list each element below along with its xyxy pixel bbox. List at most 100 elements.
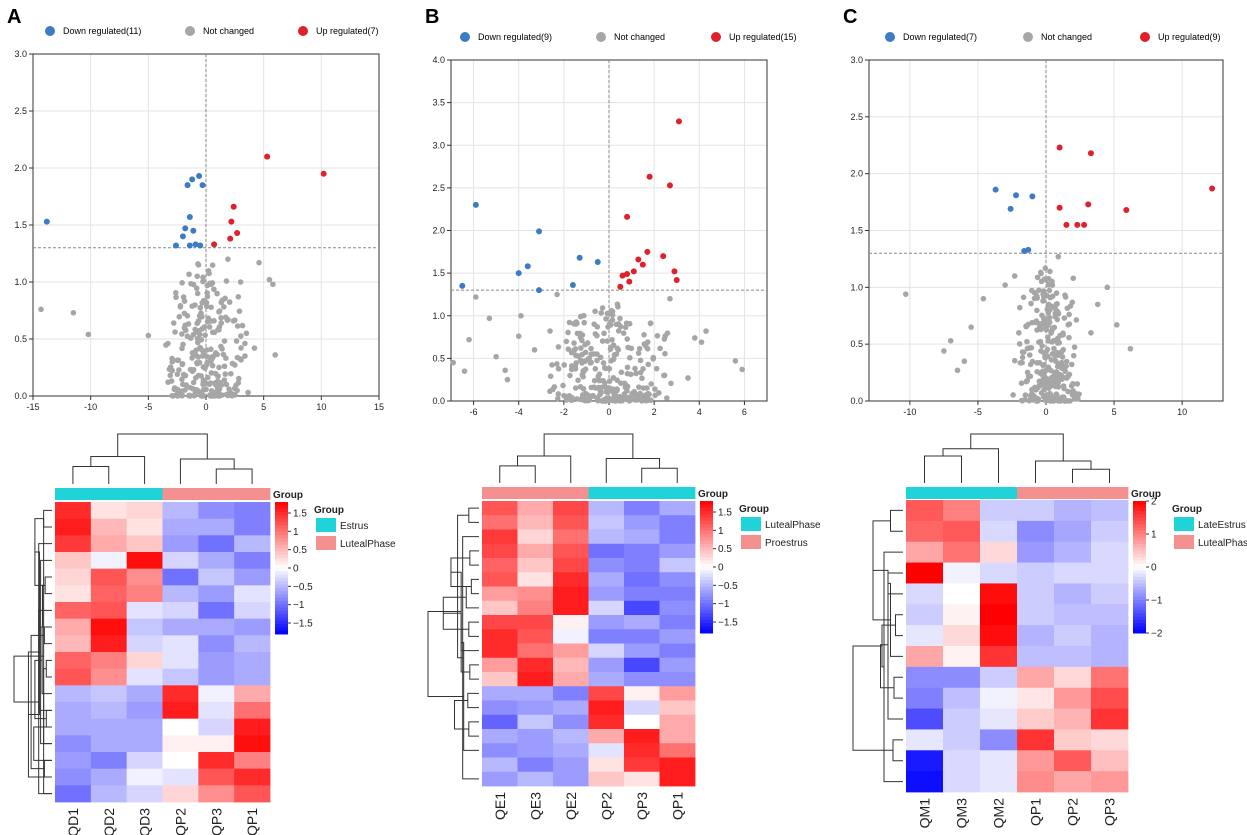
point-not-changed xyxy=(554,395,561,402)
point-not-changed xyxy=(657,345,663,352)
point-not-changed xyxy=(194,273,201,280)
heatmap-cell xyxy=(90,718,128,736)
point-not-changed xyxy=(1051,324,1058,331)
point-not-changed xyxy=(1073,390,1080,397)
heatmap-cell xyxy=(1017,708,1055,730)
point-up-regulated xyxy=(635,256,642,263)
heatmap-cell xyxy=(553,771,589,787)
point-not-changed xyxy=(1037,323,1043,330)
point-not-changed xyxy=(601,330,607,337)
heatmap-cell xyxy=(659,558,696,573)
point-not-changed xyxy=(181,310,188,317)
heatmap-cell xyxy=(55,602,92,620)
heatmap-cell xyxy=(624,572,660,587)
heatmap-cell xyxy=(1054,666,1092,689)
point-not-changed xyxy=(637,369,644,376)
point-not-changed xyxy=(653,365,660,372)
color-scale-step xyxy=(1133,606,1146,611)
heatmap-cell xyxy=(90,702,128,720)
point-not-changed xyxy=(1040,368,1046,375)
group-legend-title: Group xyxy=(314,505,344,516)
column-label: QE3 xyxy=(527,792,543,820)
heatmap-cell xyxy=(517,686,554,701)
point-not-changed xyxy=(466,336,472,343)
point-not-changed xyxy=(572,385,579,391)
point-not-changed xyxy=(190,281,197,288)
heatmap-cell xyxy=(1091,520,1129,543)
heatmap-cell xyxy=(162,518,199,536)
point-not-changed xyxy=(561,392,567,399)
heatmap-cell xyxy=(1091,708,1129,730)
heatmap-cell xyxy=(234,768,271,786)
point-not-changed xyxy=(223,381,230,388)
point-not-changed xyxy=(902,291,909,297)
color-scale-step xyxy=(275,630,288,635)
color-scale-step xyxy=(700,623,713,627)
color-scale-step xyxy=(1133,560,1146,565)
point-down-regulated xyxy=(536,287,543,294)
y-tick-label: 2.5 xyxy=(850,112,863,122)
point-not-changed xyxy=(691,335,698,341)
color-scale-step xyxy=(700,613,713,617)
heatmap-cell xyxy=(1054,625,1092,647)
color-scale-step xyxy=(275,601,288,605)
point-not-changed xyxy=(189,350,196,356)
point-not-changed xyxy=(547,328,553,334)
point-not-changed xyxy=(580,397,587,403)
point-not-changed xyxy=(239,322,246,329)
point-not-changed xyxy=(1127,345,1134,352)
color-scale-step xyxy=(700,586,713,591)
heatmap-cell xyxy=(906,541,944,563)
heatmap-cell xyxy=(659,543,696,559)
heatmap-cell xyxy=(126,618,163,636)
point-not-changed xyxy=(968,324,974,330)
heatmap-cell xyxy=(1091,771,1129,793)
heatmap-cell xyxy=(55,635,92,653)
heatmap-cell xyxy=(198,785,235,803)
point-down-regulated xyxy=(179,233,186,240)
point-not-changed xyxy=(598,310,604,316)
y-tick-label: 1.0 xyxy=(14,277,27,287)
heatmap-cell xyxy=(517,672,554,687)
point-not-changed xyxy=(192,374,199,381)
annotation-title: Group xyxy=(1131,489,1161,500)
point-not-changed xyxy=(1063,363,1069,370)
x-tick-label: -5 xyxy=(144,402,152,412)
color-scale-step xyxy=(275,568,288,572)
heatmap-cell xyxy=(1091,750,1129,772)
heatmap-cell xyxy=(90,668,128,686)
color-scale-step xyxy=(1133,504,1146,509)
row-dendrogram-branch xyxy=(468,621,479,637)
volcano-legend-a: Down regulated(11) Not changed Up regula… xyxy=(45,26,379,36)
color-scale-step xyxy=(275,544,288,549)
point-not-changed xyxy=(621,393,628,400)
point-not-changed xyxy=(179,279,185,286)
point-not-changed xyxy=(231,385,238,392)
color-scale-step xyxy=(700,593,713,598)
point-not-changed xyxy=(1034,274,1041,281)
point-not-changed xyxy=(609,317,616,323)
point-not-changed xyxy=(172,289,179,296)
heatmap-cell xyxy=(624,615,660,630)
point-not-changed xyxy=(245,389,251,396)
heatmap-cell xyxy=(126,602,163,620)
point-not-changed xyxy=(179,361,186,368)
point-not-changed xyxy=(204,290,210,296)
color-scale-step xyxy=(275,624,288,628)
color-scale-step xyxy=(1133,530,1146,535)
point-not-changed xyxy=(624,383,631,390)
heatmap-cell xyxy=(162,552,199,570)
color-scale-step xyxy=(700,560,713,565)
point-not-changed xyxy=(242,353,248,359)
row-dendrogram-branch xyxy=(462,536,479,780)
heatmap-cell xyxy=(906,583,944,605)
heatmap-cell xyxy=(90,585,128,603)
heatmap-cell xyxy=(198,635,235,653)
point-not-changed xyxy=(219,392,225,398)
color-scale-step xyxy=(275,607,288,612)
point-not-changed xyxy=(218,320,225,326)
heatmap-cell xyxy=(1091,583,1129,605)
point-not-changed xyxy=(216,309,222,315)
point-not-changed xyxy=(222,371,229,377)
point-not-changed xyxy=(554,291,560,298)
